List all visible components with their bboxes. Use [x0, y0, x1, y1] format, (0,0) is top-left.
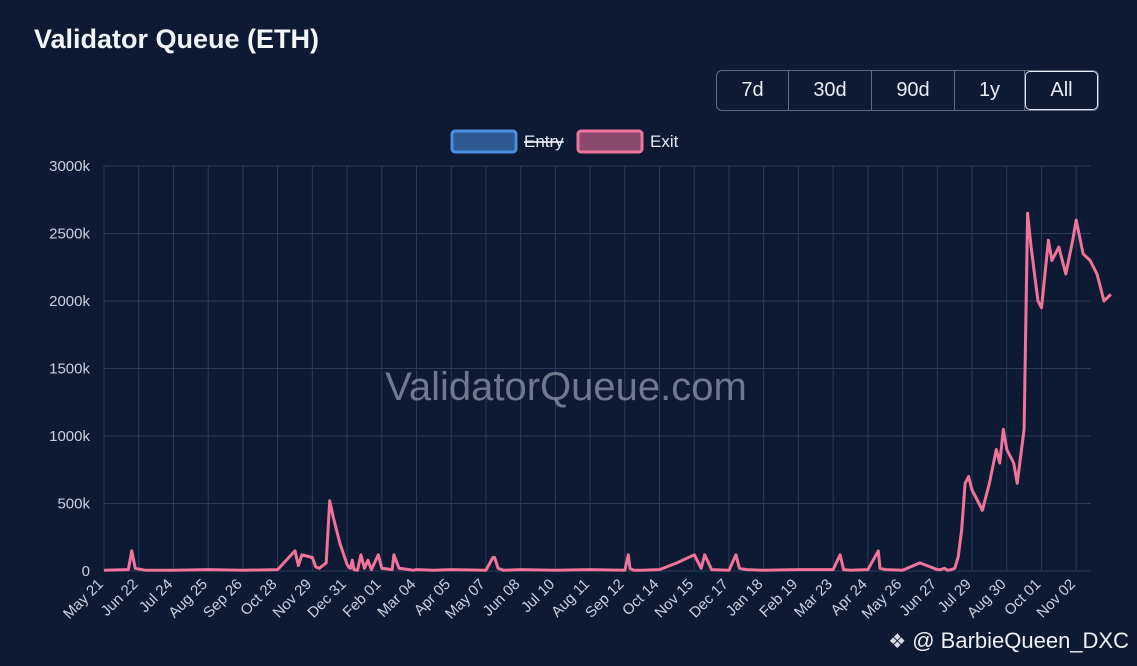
page-title: Validator Queue (ETH) — [34, 24, 320, 54]
x-tick-label: Feb 01 — [340, 576, 385, 621]
y-tick-label: 2500k — [49, 226, 90, 243]
x-tick-label: Sep 26 — [200, 576, 246, 622]
credit-watermark: ❖ @ BarbieQueen_DXC — [888, 628, 1129, 654]
x-tick-label: Mar 23 — [791, 576, 836, 621]
x-tick-label: Feb 19 — [756, 576, 801, 621]
range-1y-button[interactable]: 1y — [955, 71, 1025, 110]
y-tick-label: 0 — [82, 563, 90, 580]
x-tick-label: Mar 04 — [374, 576, 419, 621]
x-tick-label: Nov 02 — [1033, 576, 1079, 622]
y-tick-label: 1500k — [49, 361, 90, 378]
legend-swatch-entry — [450, 129, 518, 154]
range-90d-button[interactable]: 90d — [872, 71, 955, 110]
x-tick-label: Jun 27 — [896, 576, 940, 620]
x-tick-label: Aug 30 — [964, 576, 1010, 622]
y-tick-label: 2000k — [49, 293, 90, 310]
credit-text: @ BarbieQueen_DXC — [912, 628, 1129, 653]
binance-logo-icon: ❖ — [888, 630, 907, 653]
exit-series-line — [103, 211, 1112, 572]
legend-swatch-exit — [576, 129, 644, 154]
range-30d-button[interactable]: 30d — [789, 71, 872, 110]
x-tick-label: Sep 12 — [582, 576, 628, 622]
x-tick-label: Jun 08 — [480, 576, 524, 620]
range-7d-button[interactable]: 7d — [717, 71, 789, 110]
legend-label-exit[interactable]: Exit — [650, 132, 679, 151]
range-all-button[interactable]: All — [1025, 71, 1098, 110]
legend-label-entry[interactable]: Entry — [524, 132, 564, 151]
range-selector: 7d 30d 90d 1y All — [716, 70, 1099, 111]
x-tick-label: May 21 — [60, 576, 107, 623]
x-tick-label: Jun 22 — [98, 576, 142, 620]
x-tick-label: Dec 31 — [304, 576, 350, 622]
y-tick-label: 500k — [57, 496, 90, 513]
site-watermark: ValidatorQueue.com — [385, 365, 747, 409]
x-tick-label: Dec 17 — [686, 576, 732, 622]
y-tick-label: 1000k — [49, 428, 90, 445]
y-tick-label: 3000k — [49, 158, 90, 175]
